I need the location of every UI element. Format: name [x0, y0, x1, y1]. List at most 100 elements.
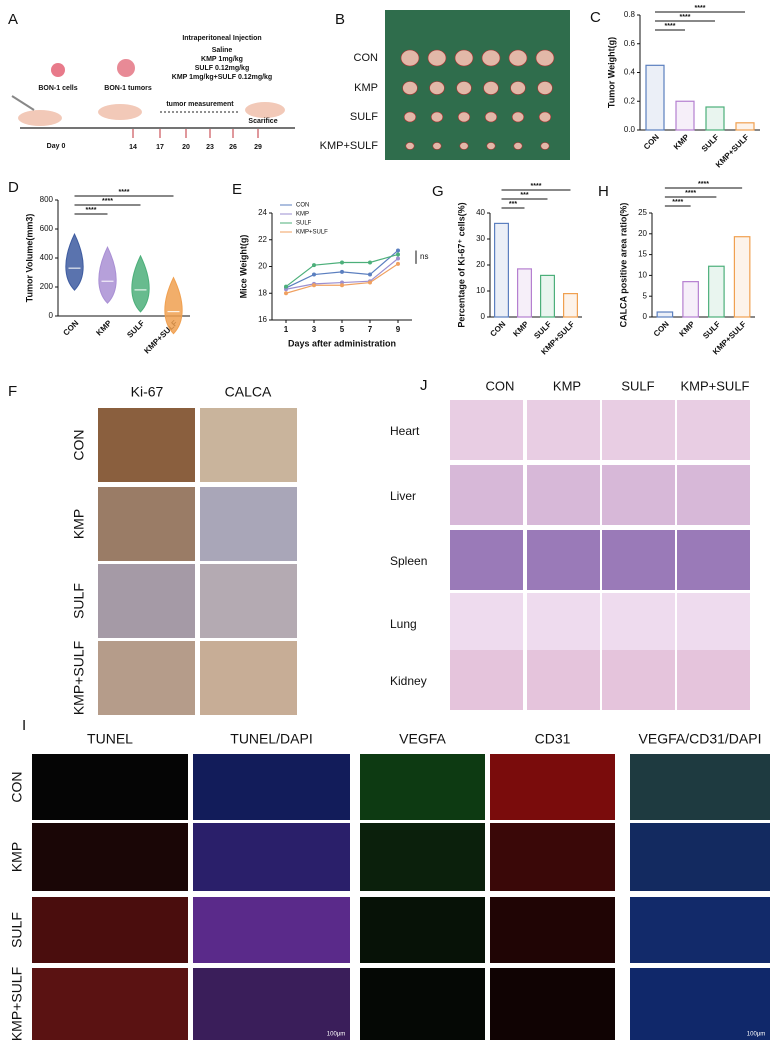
bar [562, 293, 578, 318]
tumor [537, 81, 553, 95]
day-label: 20 [182, 144, 190, 151]
y-tick-label: 24 [258, 208, 267, 217]
legend-label: KMP+SULF [296, 230, 328, 236]
panel-label: H [598, 183, 609, 200]
tumor [454, 49, 474, 67]
tumor [510, 81, 526, 95]
row-label: CON [9, 771, 25, 802]
column-header: KMP+SULF [681, 378, 750, 393]
bar [735, 122, 755, 131]
y-axis-label: Tumor Weight(g) [606, 37, 616, 108]
point [368, 260, 372, 265]
day-label: Day 0 [47, 143, 66, 150]
x-tick-label: 9 [396, 325, 401, 334]
y-tick-label: 0.2 [624, 96, 636, 105]
y-tick-label: 0 [481, 312, 486, 321]
day-label: 14 [129, 144, 137, 151]
y-axis-label: Tumor Volume(mm3) [24, 214, 34, 303]
measurement-label: tumor measurement [166, 101, 234, 108]
y-tick-label: 40 [476, 208, 485, 217]
x-tick-label: 1 [284, 325, 289, 334]
micrograph [360, 968, 485, 1040]
column-header: CD31 [535, 731, 571, 747]
row-label: KMP [71, 509, 87, 539]
micrograph [527, 400, 600, 460]
annotation: **** [119, 189, 130, 196]
micrograph [490, 823, 615, 891]
schematic: A Intraperitoneal Injection Saline KMP 1… [8, 11, 295, 150]
y-tick-label: 16 [258, 315, 267, 324]
y-tick-label: 15 [638, 250, 647, 259]
micrograph [98, 408, 195, 482]
micrograph [527, 530, 600, 590]
legend-label: KMP [296, 212, 309, 218]
scale-bar-label: 100μm [747, 1032, 765, 1038]
day-label: 17 [156, 144, 164, 151]
y-tick-label: 10 [476, 286, 485, 295]
y-tick-label: 22 [258, 235, 267, 244]
bar [645, 64, 665, 131]
tumor [513, 142, 523, 150]
x-tick-label: SULF [700, 132, 721, 153]
y-tick-label: 30 [476, 234, 485, 243]
panel-label: I [22, 717, 26, 734]
row-label: KMP [9, 842, 25, 872]
x-tick-label: 5 [340, 325, 345, 334]
mouse-icon [245, 102, 285, 118]
y-tick-label: 18 [258, 288, 267, 297]
row-label: Kidney [390, 674, 427, 688]
row-label: KMP+SULF [9, 967, 25, 1041]
tumor [456, 81, 472, 95]
micrograph [32, 754, 188, 820]
micrograph [200, 564, 297, 638]
bar [494, 222, 510, 318]
point [340, 269, 344, 274]
line [285, 263, 399, 294]
micrograph [677, 530, 750, 590]
y-tick-label: 0 [49, 311, 54, 320]
treatment: SULF 0.12mg/kg [195, 65, 249, 72]
micrograph [490, 754, 615, 820]
row-label: CON [354, 52, 379, 64]
legend-label: CON [296, 203, 309, 209]
tumor [432, 142, 442, 150]
panel-label: E [232, 181, 242, 198]
mouse-icon [98, 104, 142, 120]
bar [675, 100, 695, 131]
micrograph [98, 641, 195, 715]
tumor [402, 81, 418, 95]
point [396, 261, 400, 266]
micrograph [630, 968, 770, 1040]
column-header: Ki-67 [131, 384, 164, 400]
panel-label: C [590, 9, 601, 26]
column-header: VEGFA [399, 731, 446, 747]
micrograph [98, 487, 195, 561]
bar [733, 236, 751, 318]
y-tick-label: 10 [638, 271, 647, 280]
tumor [511, 111, 525, 123]
y-axis-label: Mice Weight(g) [238, 235, 248, 299]
bar [682, 281, 699, 318]
annotation: **** [698, 181, 709, 188]
annotation: *** [509, 201, 517, 208]
micrograph [602, 650, 675, 710]
point [340, 260, 344, 265]
cell-icon [51, 63, 65, 77]
tumor [481, 49, 501, 67]
panel-label: G [432, 183, 444, 200]
treatment: KMP 1mg/kg [201, 56, 243, 63]
micrograph [602, 530, 675, 590]
violin [131, 254, 150, 313]
micrographs: Ki-67 CALCA CON KMP SULF KMP+SULF CON KMP SULF KM… [9, 378, 770, 1041]
micrograph [450, 593, 523, 653]
x-tick-label: SULF [125, 318, 146, 339]
micrograph [32, 968, 188, 1040]
micrograph [200, 641, 297, 715]
micrograph [677, 650, 750, 710]
x-tick-label: CON [488, 319, 507, 338]
tumor [427, 49, 447, 67]
x-tick-label: KMP [672, 132, 691, 151]
row-label: Spleen [390, 554, 427, 568]
tumor [535, 49, 555, 67]
y-tick-label: 0 [643, 312, 648, 321]
